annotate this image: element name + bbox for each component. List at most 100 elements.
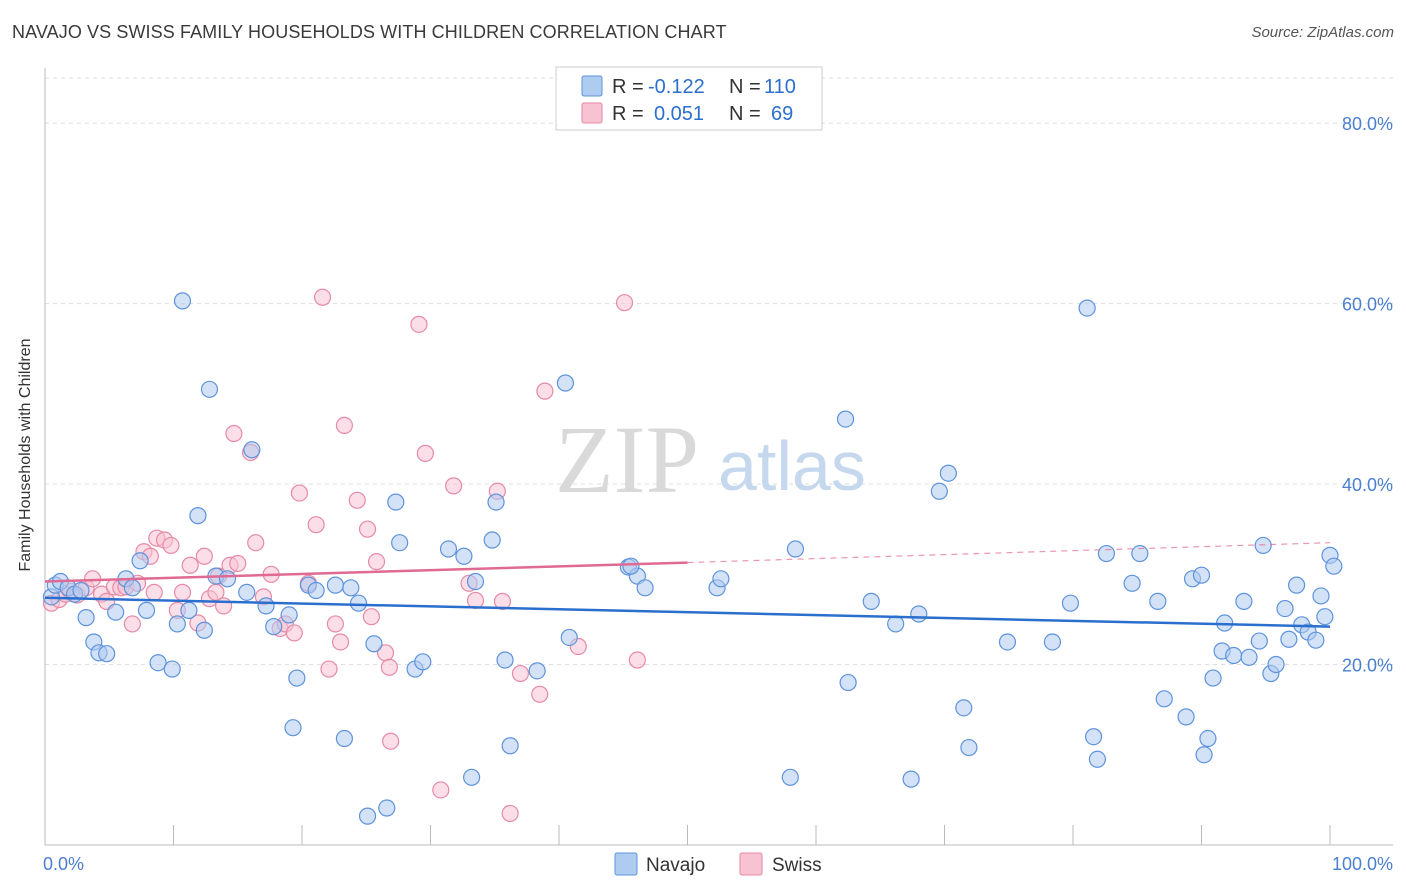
navajo-point: [189, 507, 207, 525]
navajo-point: [284, 719, 302, 737]
navajo-point: [414, 653, 432, 671]
swiss-point: [195, 547, 213, 565]
navajo-point: [839, 673, 857, 692]
navajo-point: [556, 374, 575, 392]
navajo-point: [358, 807, 377, 825]
swiss-r-label: R =: [612, 103, 644, 125]
navajo-n-label: N =: [729, 76, 761, 98]
legend-swiss-label: Swiss: [772, 855, 822, 876]
navajo-point: [218, 570, 237, 588]
navajo-point: [107, 603, 125, 621]
navajo-point: [365, 635, 383, 653]
swiss-point: [162, 536, 180, 555]
navajo-point: [1316, 608, 1334, 626]
navajo-point: [636, 579, 654, 597]
watermark-zip: ZIP: [555, 406, 699, 513]
navajo-point: [1235, 592, 1253, 610]
navajo-point: [487, 493, 505, 511]
swiss-point: [225, 424, 243, 443]
navajo-point: [930, 482, 948, 500]
navajo-point: [378, 799, 396, 817]
navajo-point: [131, 552, 149, 570]
swiss-point: [290, 484, 309, 502]
navajo-point: [1325, 557, 1343, 575]
navajo-point: [1155, 690, 1173, 708]
navajo-point: [455, 547, 473, 565]
navajo-point: [1287, 576, 1306, 594]
navajo-point: [1177, 708, 1195, 726]
swiss-point: [335, 416, 354, 435]
navajo-point: [439, 540, 458, 558]
navajo-point: [1276, 599, 1294, 618]
navajo-r-label: R =: [612, 76, 644, 98]
stats-legend-box: R = -0.122 N = 110 R = 0.051 N = 69: [555, 66, 823, 131]
swiss-point: [181, 556, 199, 574]
swiss-point: [416, 444, 434, 462]
swiss-point: [432, 781, 450, 799]
swiss-point: [380, 658, 398, 676]
swiss-point: [615, 294, 634, 312]
bottom-legend: Navajo Swiss: [614, 852, 822, 876]
swiss-point: [320, 660, 338, 678]
navajo-r-value: -0.122: [648, 76, 705, 98]
swiss-n-label: N =: [729, 103, 761, 125]
navajo-point: [163, 660, 181, 678]
navajo-point: [335, 729, 354, 748]
navajo-swatch: [581, 75, 603, 97]
y-tick-label: 20.0%: [1342, 656, 1393, 676]
y-tick-label: 60.0%: [1342, 295, 1393, 315]
swiss-swatch: [581, 102, 603, 124]
navajo-point: [1061, 594, 1080, 612]
navajo-point: [862, 592, 880, 610]
navajo-point: [326, 576, 345, 594]
navajo-point: [149, 654, 167, 672]
swiss-point: [628, 651, 646, 669]
swiss-point: [493, 592, 512, 610]
navajo-point: [1204, 669, 1222, 687]
swiss-point: [307, 516, 325, 534]
navajo-point: [1240, 648, 1258, 666]
navajo-point: [123, 579, 141, 597]
navajo-point: [1131, 544, 1149, 563]
navajo-point: [836, 410, 855, 428]
navajo-point: [1149, 592, 1167, 610]
navajo-point: [622, 557, 640, 575]
navajo-point: [1250, 632, 1268, 650]
legend-swiss-swatch: [739, 852, 763, 876]
navajo-point: [200, 380, 219, 398]
navajo-point: [195, 621, 213, 639]
navajo-point: [387, 493, 405, 511]
navajo-point: [307, 581, 325, 600]
navajo-point: [1254, 536, 1272, 555]
swiss-point: [511, 664, 530, 683]
navajo-point: [483, 531, 501, 549]
navajo-point: [98, 645, 116, 663]
swiss-point: [501, 804, 519, 823]
trend-lines: [44, 542, 1331, 628]
y-tick-label: 80.0%: [1342, 114, 1393, 134]
swiss-point: [410, 315, 428, 333]
swiss-point: [173, 583, 192, 601]
navajo-point: [902, 770, 920, 788]
swiss-n-value: 69: [771, 103, 793, 125]
swiss-point: [326, 615, 345, 633]
swiss-point: [445, 477, 463, 495]
watermark-atlas: atlas: [718, 427, 866, 505]
navajo-point: [781, 768, 799, 786]
navajo-point: [1280, 630, 1298, 648]
navajo-point: [168, 615, 186, 633]
legend-navajo-label: Navajo: [646, 855, 705, 876]
navajo-point: [1192, 566, 1211, 584]
swiss-point: [247, 534, 265, 552]
swiss-point: [348, 491, 366, 509]
swiss-r-value: 0.051: [654, 103, 704, 125]
navajo-point: [137, 601, 156, 619]
grid: 20.0% 40.0% 60.0% 80.0%: [45, 77, 1393, 676]
navajo-point: [939, 464, 957, 482]
navajo-point: [1307, 631, 1325, 649]
navajo-point: [1123, 574, 1141, 592]
y-tick-label: 40.0%: [1342, 475, 1393, 495]
swiss-trend-extension: [687, 542, 1331, 564]
navajo-trend-line: [44, 596, 1331, 628]
